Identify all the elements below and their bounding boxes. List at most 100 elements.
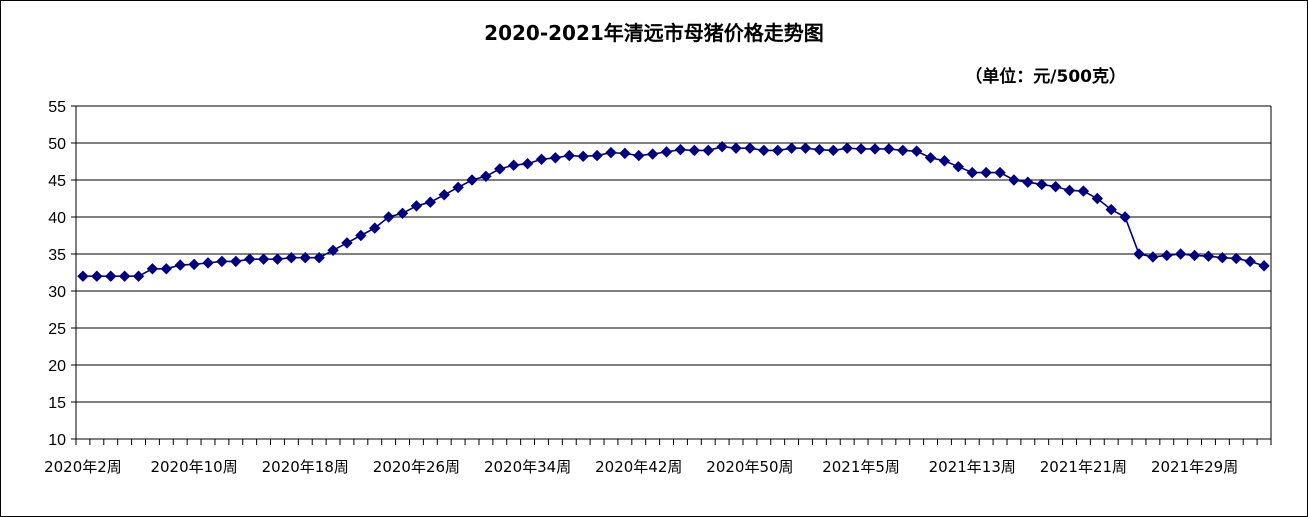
data-point bbox=[1161, 249, 1173, 262]
data-point bbox=[202, 257, 214, 269]
data-point bbox=[813, 143, 826, 156]
data-point bbox=[966, 166, 978, 179]
data-point bbox=[1216, 251, 1229, 264]
data-point bbox=[1147, 251, 1159, 263]
data-point bbox=[257, 253, 270, 265]
data-point bbox=[660, 146, 673, 158]
x-tick-label: 2020年42周 bbox=[595, 458, 682, 476]
data-point bbox=[1188, 249, 1201, 262]
data-point bbox=[772, 144, 784, 157]
data-point bbox=[369, 222, 381, 234]
data-point bbox=[1202, 250, 1215, 262]
data-point bbox=[563, 149, 575, 162]
data-point bbox=[549, 152, 562, 164]
y-tick-label: 55 bbox=[48, 99, 66, 116]
data-point bbox=[1008, 174, 1020, 186]
data-point bbox=[619, 147, 631, 160]
data-point bbox=[577, 150, 589, 163]
data-point bbox=[1063, 184, 1076, 197]
data-point bbox=[1119, 211, 1131, 223]
data-point bbox=[1077, 185, 1090, 197]
data-point bbox=[952, 160, 965, 173]
data-point bbox=[1049, 180, 1062, 193]
axes bbox=[71, 105, 1272, 445]
data-point bbox=[646, 148, 659, 160]
data-point bbox=[883, 143, 895, 155]
data-point bbox=[994, 166, 1006, 179]
data-point bbox=[1244, 255, 1256, 268]
data-point bbox=[1091, 192, 1104, 205]
data-point bbox=[216, 255, 228, 268]
data-point bbox=[494, 163, 506, 175]
data-point bbox=[174, 259, 186, 271]
data-point bbox=[938, 155, 951, 167]
data-point bbox=[730, 142, 742, 154]
y-tick-label: 35 bbox=[48, 247, 66, 264]
data-point bbox=[77, 270, 89, 282]
data-point bbox=[243, 253, 256, 265]
data-point bbox=[799, 142, 812, 154]
data-point bbox=[633, 149, 645, 162]
data-point bbox=[716, 140, 728, 153]
y-tick-labels: 10 15 20 25 30 35 40 45 50 55 bbox=[48, 99, 66, 449]
data-point bbox=[230, 255, 242, 268]
x-tick-label: 2020年34周 bbox=[484, 458, 571, 476]
data-point bbox=[1036, 178, 1048, 191]
series-line bbox=[82, 145, 1265, 278]
x-tick-label: 2020年26周 bbox=[373, 458, 460, 476]
y-tick-label: 40 bbox=[48, 210, 66, 227]
data-point bbox=[160, 263, 173, 275]
y-tick-label: 25 bbox=[48, 321, 66, 338]
data-point bbox=[1174, 248, 1187, 260]
data-point bbox=[1133, 248, 1145, 260]
data-point bbox=[271, 253, 284, 265]
price-series bbox=[77, 140, 1270, 282]
data-point bbox=[521, 158, 534, 170]
data-point bbox=[285, 251, 298, 264]
data-point bbox=[188, 258, 200, 271]
y-tick-label: 30 bbox=[48, 284, 66, 301]
data-point bbox=[1230, 252, 1242, 265]
data-point bbox=[1105, 203, 1117, 216]
data-point bbox=[897, 144, 909, 157]
data-point bbox=[327, 244, 339, 257]
x-tick-label: 2021年5周 bbox=[822, 458, 900, 476]
data-point bbox=[424, 196, 437, 208]
data-point bbox=[758, 144, 770, 157]
data-point bbox=[507, 159, 520, 171]
data-point bbox=[452, 181, 464, 194]
gridlines bbox=[76, 105, 1272, 439]
chart-title: 2020-2021年清远市母猪价格走势图 bbox=[484, 21, 824, 45]
data-point bbox=[924, 152, 937, 164]
data-point bbox=[105, 270, 117, 282]
data-point bbox=[341, 237, 353, 249]
data-point bbox=[785, 142, 798, 154]
data-point bbox=[841, 142, 853, 154]
data-point bbox=[355, 229, 367, 242]
data-point bbox=[674, 143, 687, 156]
data-point bbox=[118, 270, 131, 282]
x-tick-label: 2021年29周 bbox=[1151, 458, 1238, 476]
data-point bbox=[980, 166, 992, 179]
data-point bbox=[91, 270, 103, 282]
x-tick-label: 2020年50周 bbox=[706, 458, 793, 476]
data-point bbox=[313, 251, 325, 264]
y-tick-label: 20 bbox=[48, 358, 66, 375]
x-tick-label: 2021年21周 bbox=[1040, 458, 1127, 476]
x-tick-label: 2020年10周 bbox=[150, 458, 237, 476]
data-point bbox=[855, 143, 867, 155]
y-tick-label: 50 bbox=[48, 136, 66, 153]
data-point bbox=[688, 144, 701, 157]
data-point bbox=[869, 143, 881, 155]
data-point bbox=[591, 149, 603, 162]
data-point bbox=[1258, 260, 1270, 272]
data-point bbox=[702, 144, 714, 157]
unit-label: （单位：元/500克） bbox=[965, 66, 1126, 87]
x-tick-label: 2021年13周 bbox=[929, 458, 1016, 476]
data-point bbox=[744, 142, 756, 154]
x-tick-label: 2020年2周 bbox=[44, 458, 122, 476]
x-tick-labels: 2020年2周 2020年10周 2020年18周 2020年26周 2020年34周 2… bbox=[44, 458, 1238, 476]
data-point bbox=[480, 170, 492, 183]
